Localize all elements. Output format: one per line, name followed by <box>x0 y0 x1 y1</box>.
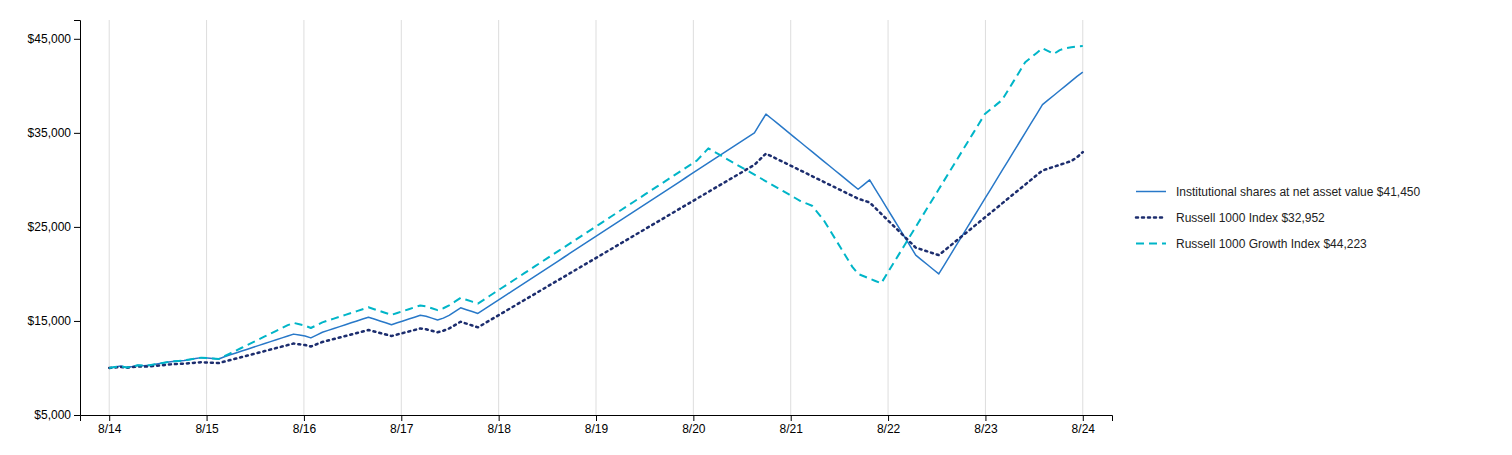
x-tick-mark <box>401 415 402 421</box>
legend-swatch <box>1136 191 1166 193</box>
x-tick: 8/23 <box>974 415 998 436</box>
x-tick-label: 8/21 <box>780 422 804 436</box>
legend-label: Russell 1000 Growth Index $44,223 <box>1176 237 1367 251</box>
y-tick-mark <box>74 227 80 228</box>
grid-line <box>498 20 499 415</box>
plot-area <box>109 46 1083 368</box>
x-tick-mark <box>499 415 500 421</box>
x-axis-line <box>81 416 1113 422</box>
x-tick-label: 8/19 <box>585 422 609 436</box>
x-tick-mark <box>888 415 889 421</box>
series-line <box>109 72 1083 368</box>
y-tick: $15,000 <box>28 314 80 328</box>
y-tick-label: $35,000 <box>28 126 72 140</box>
y-tick-mark <box>74 133 80 134</box>
y-tick: $35,000 <box>28 126 80 140</box>
x-tick-mark <box>596 415 597 421</box>
x-tick-mark <box>109 415 110 421</box>
grid-line <box>790 20 791 415</box>
legend-swatch <box>1136 216 1166 219</box>
legend: Institutional shares at net asset value … <box>1136 185 1420 251</box>
x-tick-label: 8/22 <box>877 422 901 436</box>
x-tick: 8/16 <box>293 415 317 436</box>
legend-label: Institutional shares at net asset value … <box>1176 185 1420 199</box>
x-tick: 8/21 <box>780 415 804 436</box>
y-tick: $5,000 <box>34 408 80 422</box>
x-tick-mark <box>207 415 208 421</box>
x-tick: 8/24 <box>1072 415 1096 436</box>
x-tick-label: 8/20 <box>682 422 706 436</box>
series-line <box>109 152 1083 368</box>
series-line <box>109 46 1083 368</box>
grid-line <box>401 20 402 415</box>
x-tick-mark <box>304 415 305 421</box>
x-tick: 8/17 <box>390 415 414 436</box>
x-tick: 8/18 <box>487 415 511 436</box>
grid-line <box>1082 20 1083 415</box>
grid <box>109 20 1083 415</box>
y-tick-label: $15,000 <box>28 314 72 328</box>
grid-line <box>693 20 694 415</box>
y-tick-label: $5,000 <box>34 408 71 422</box>
y-tick-mark <box>74 321 80 322</box>
x-tick-label: 8/17 <box>390 422 414 436</box>
y-tick-label: $25,000 <box>28 220 72 234</box>
x-tick-label: 8/23 <box>974 422 998 436</box>
grid-line <box>303 20 304 415</box>
y-tick-label: $45,000 <box>28 32 72 46</box>
x-axis: 8/14 8/15 8/16 8/17 8/18 8/19 8/20 8/21 8/22 8/23… <box>81 415 1113 436</box>
x-tick: 8/15 <box>195 415 219 436</box>
y-tick: $45,000 <box>28 32 80 46</box>
legend-swatch <box>1136 243 1166 245</box>
y-tick: $25,000 <box>28 220 80 234</box>
x-tick-label: 8/15 <box>195 422 219 436</box>
x-tick: 8/19 <box>585 415 609 436</box>
x-tick: 8/22 <box>877 415 901 436</box>
y-tick-mark <box>74 39 80 40</box>
x-tick: 8/14 <box>98 415 122 436</box>
x-tick-mark <box>985 415 986 421</box>
grid-line <box>206 20 207 415</box>
grid-line <box>596 20 597 415</box>
chart: 8/14 8/15 8/16 8/17 8/18 8/19 8/20 8/21 8/22 8/23… <box>0 0 1512 455</box>
grid-line <box>109 20 110 415</box>
y-tick-mark <box>74 415 80 416</box>
x-tick-label: 8/18 <box>487 422 511 436</box>
x-tick: 8/20 <box>682 415 706 436</box>
legend-label: Russell 1000 Index $32,952 <box>1176 211 1325 225</box>
x-tick-mark <box>1083 415 1084 421</box>
x-tick-label: 8/14 <box>98 422 122 436</box>
y-axis: $5,000 $15,000 $25,000 $35,000 $45,000 <box>28 21 81 423</box>
grid-line <box>888 20 889 415</box>
x-tick-mark <box>693 415 694 421</box>
y-axis-line <box>74 21 81 416</box>
x-tick-label: 8/24 <box>1072 422 1096 436</box>
x-tick-label: 8/16 <box>293 422 317 436</box>
x-tick-mark <box>791 415 792 421</box>
